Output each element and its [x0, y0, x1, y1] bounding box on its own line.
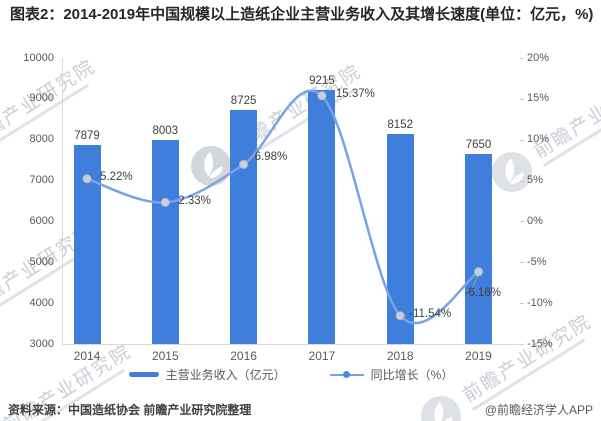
legend-label-revenue: 主营业务收入（亿元）	[165, 368, 286, 382]
bar-2015	[151, 139, 179, 344]
right-axis-tickmark	[520, 180, 524, 182]
bar-value-label: 8003	[152, 124, 179, 137]
y-axis-tick-label: 6000	[29, 214, 54, 227]
right-axis-tick-label: 20%	[527, 51, 550, 64]
right-axis-tickmark	[520, 221, 524, 223]
right-axis-tick-label: 5%	[527, 174, 543, 187]
watermark-text: 前瞻产业研究院	[530, 67, 601, 163]
watermark-subtext	[542, 94, 601, 168]
right-axis-tickmark	[520, 98, 524, 100]
y-axis-tick-label: 5000	[29, 255, 54, 268]
right-axis-tick-label: 15%	[527, 92, 550, 105]
growth-value-label: -11.54%	[409, 307, 452, 320]
right-axis-tickmark	[520, 303, 524, 305]
y-axis-tick-label: 8000	[29, 133, 54, 146]
x-axis-label-2018: 2018	[386, 349, 414, 363]
y-axis-line	[62, 58, 63, 344]
right-axis-tickmark	[520, 58, 524, 59]
growth-value-label: 15.37%	[335, 87, 375, 100]
right-axis-tickmark	[520, 262, 524, 264]
legend-item-growth: 同比增长（%）	[329, 366, 454, 383]
bar-value-label: 7650	[465, 139, 492, 151]
x-axis-line	[62, 344, 524, 345]
bar-2017	[308, 90, 336, 344]
x-axis-label-2017: 2017	[308, 349, 336, 363]
line-swatch-marker-icon	[342, 371, 350, 378]
bar-2016	[230, 110, 258, 344]
brand-credit: @前瞻经济学人APP	[484, 403, 593, 417]
y-axis-tick-label: 9000	[29, 92, 54, 105]
bar-2019	[465, 154, 492, 344]
bar-value-label: 8725	[230, 95, 257, 108]
legend: 主营业务收入（亿元） 同比增长（%）	[62, 366, 520, 383]
right-axis-tick-label: -15%	[527, 337, 553, 350]
bar-value-label: 7879	[74, 129, 100, 142]
right-axis-tickmark	[520, 139, 524, 141]
y-axis-tick-label: 10000	[23, 51, 54, 64]
right-axis-tick-label: -10%	[527, 296, 553, 309]
footer: 资料来源：中国造纸协会 前瞻产业研究院整理 @前瞻经济学人APP	[0, 397, 601, 421]
bar-swatch	[128, 372, 159, 377]
x-axis-label-2016: 2016	[230, 349, 257, 363]
y-axis-tick-label: 3000	[29, 337, 54, 350]
x-axis-label-2014: 2014	[73, 349, 101, 363]
right-axis-tick-label: 0%	[527, 214, 543, 227]
x-axis-label-2019: 2019	[465, 349, 492, 363]
growth-value-label: -6.16%	[464, 286, 501, 299]
legend-item-revenue: 主营业务收入（亿元）	[128, 366, 286, 383]
y-axis-tick-label: 7000	[29, 174, 54, 187]
chart-title: 图表2：2014-2019年中国规模以上造纸企业主营业务收入及其增长速度(单位：…	[10, 6, 594, 23]
growth-value-label: 2.33%	[178, 195, 211, 208]
growth-value-label: 6.98%	[254, 151, 288, 164]
growth-value-label: 5.22%	[100, 170, 133, 183]
source-note: 资料来源：中国造纸协会 前瞻产业研究院整理	[8, 403, 252, 417]
legend-label-growth: 同比增长（%）	[370, 368, 454, 382]
bar-value-label: 9215	[309, 75, 335, 88]
right-axis-tick-label: -5%	[527, 255, 547, 268]
line-swatch	[329, 370, 364, 379]
right-axis-tickmark	[520, 344, 524, 345]
y-axis-tick-label: 4000	[29, 296, 54, 309]
right-axis-tick-label: 10%	[527, 133, 550, 146]
x-axis-label-2015: 2015	[151, 349, 179, 363]
bar-2014	[73, 144, 101, 344]
bar-value-label: 8152	[387, 118, 413, 131]
